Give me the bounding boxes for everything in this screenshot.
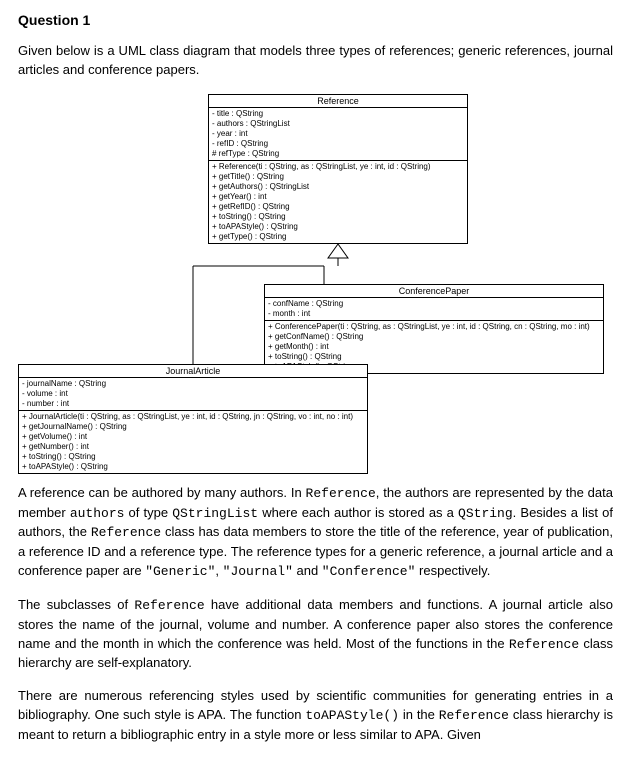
uml-class-name: ConferencePaper: [265, 285, 603, 298]
code: QString: [458, 506, 513, 521]
text: where each author is stored as a: [258, 505, 458, 520]
text: A reference can be authored by many auth…: [18, 485, 306, 500]
paragraph-1: A reference can be authored by many auth…: [18, 484, 613, 582]
text: and: [293, 563, 322, 578]
text: of type: [124, 505, 172, 520]
code: authors: [70, 506, 125, 521]
text: respectively.: [415, 563, 490, 578]
text: The subclasses of: [18, 597, 134, 612]
uml-diagram: Reference - title : QString- authors : Q…: [18, 94, 613, 464]
uml-attrs: - title : QString- authors : QStringList…: [209, 108, 467, 161]
code: Reference: [439, 708, 509, 723]
code: "Generic": [145, 564, 215, 579]
uml-class-reference: Reference - title : QString- authors : Q…: [208, 94, 468, 244]
uml-class-name: Reference: [209, 95, 467, 108]
uml-attrs: - journalName : QString- volume : int- n…: [19, 378, 367, 411]
intro-text: Given below is a UML class diagram that …: [18, 42, 613, 80]
code: Reference: [91, 525, 161, 540]
uml-ops: + JournalArticle(ti : QString, as : QStr…: [19, 411, 367, 473]
question-title: Question 1: [18, 12, 613, 28]
text: in the: [399, 707, 439, 722]
code: QStringList: [172, 506, 258, 521]
code: Reference: [509, 637, 579, 652]
uml-class-conferencepaper: ConferencePaper - confName : QString- mo…: [264, 284, 604, 374]
code: "Conference": [322, 564, 416, 579]
code: "Journal": [223, 564, 293, 579]
uml-class-name: JournalArticle: [19, 365, 367, 378]
paragraph-3: There are numerous referencing styles us…: [18, 687, 613, 745]
uml-ops: + Reference(ti : QString, as : QStringLi…: [209, 161, 467, 243]
uml-attrs: - confName : QString- month : int: [265, 298, 603, 321]
code: Reference: [134, 598, 204, 613]
code: toAPAStyle(): [305, 708, 399, 723]
text: ,: [215, 563, 222, 578]
uml-class-journalarticle: JournalArticle - journalName : QString- …: [18, 364, 368, 474]
code: Reference: [306, 486, 376, 501]
paragraph-2: The subclasses of Reference have additio…: [18, 596, 613, 673]
